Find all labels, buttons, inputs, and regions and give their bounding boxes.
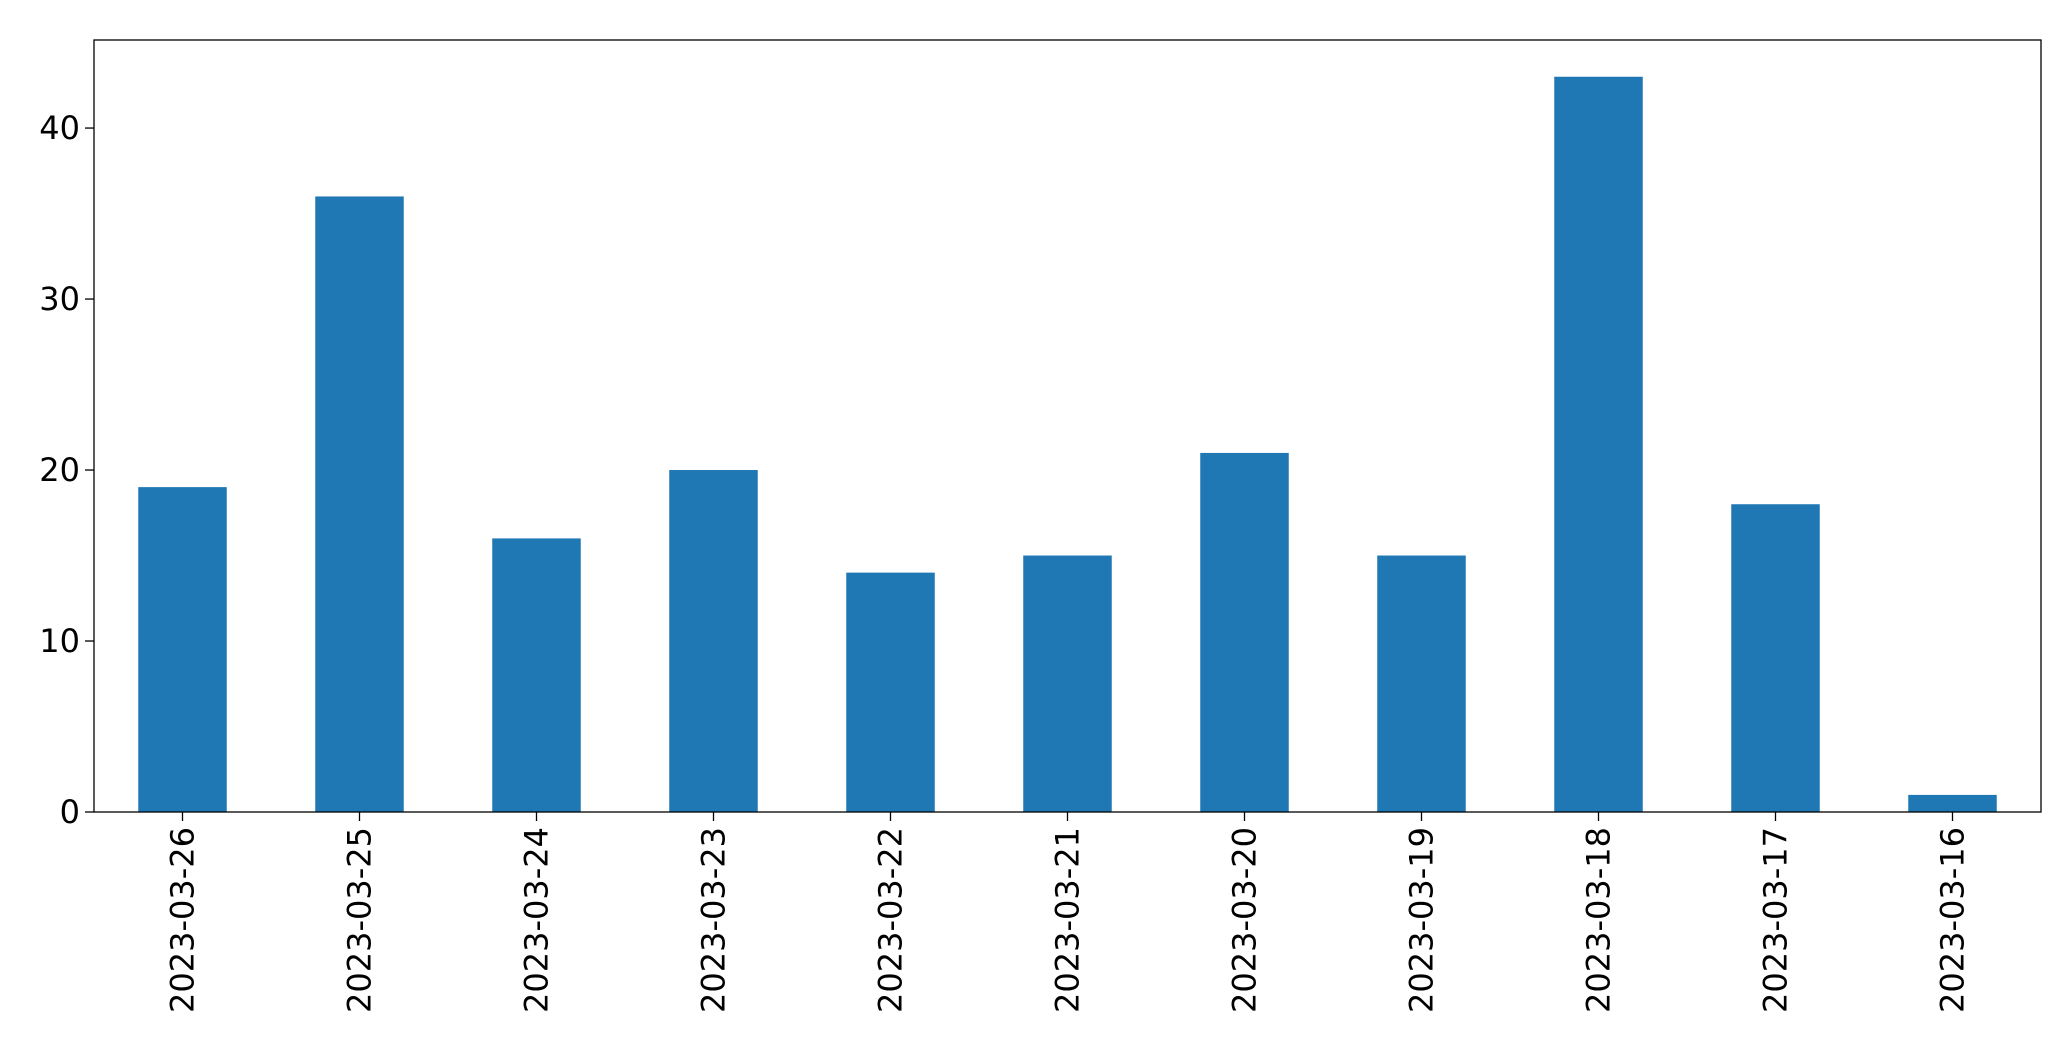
bar [1377,555,1466,812]
bar [669,470,758,812]
y-tick-label: 40 [39,109,80,147]
bar [315,196,404,812]
plot-frame [93,39,2042,813]
y-tick-label: 0 [60,793,80,831]
bar [846,572,935,812]
bar [1200,452,1289,812]
bar [1554,76,1643,812]
x-tick-label: 2023-03-20 [1226,827,1264,1013]
y-tick-label: 20 [39,451,80,489]
x-tick-label: 2023-03-16 [1934,827,1972,1013]
y-tick-label: 10 [39,622,80,660]
x-tick-label: 2023-03-22 [872,827,910,1013]
bar [1731,504,1820,812]
x-tick-label: 2023-03-23 [695,827,733,1013]
x-tick-label: 2023-03-26 [164,827,202,1013]
bar [1023,555,1112,812]
x-tick-label: 2023-03-21 [1049,827,1087,1013]
bar [492,538,581,812]
bar [1908,794,1997,812]
x-tick-label: 2023-03-19 [1403,827,1441,1013]
x-tick-label: 2023-03-25 [341,827,379,1013]
x-tick-label: 2023-03-17 [1757,827,1795,1013]
y-tick-label: 30 [39,280,80,318]
x-tick-label: 2023-03-18 [1580,827,1618,1013]
bar [138,487,227,812]
x-tick-label: 2023-03-24 [518,827,556,1013]
